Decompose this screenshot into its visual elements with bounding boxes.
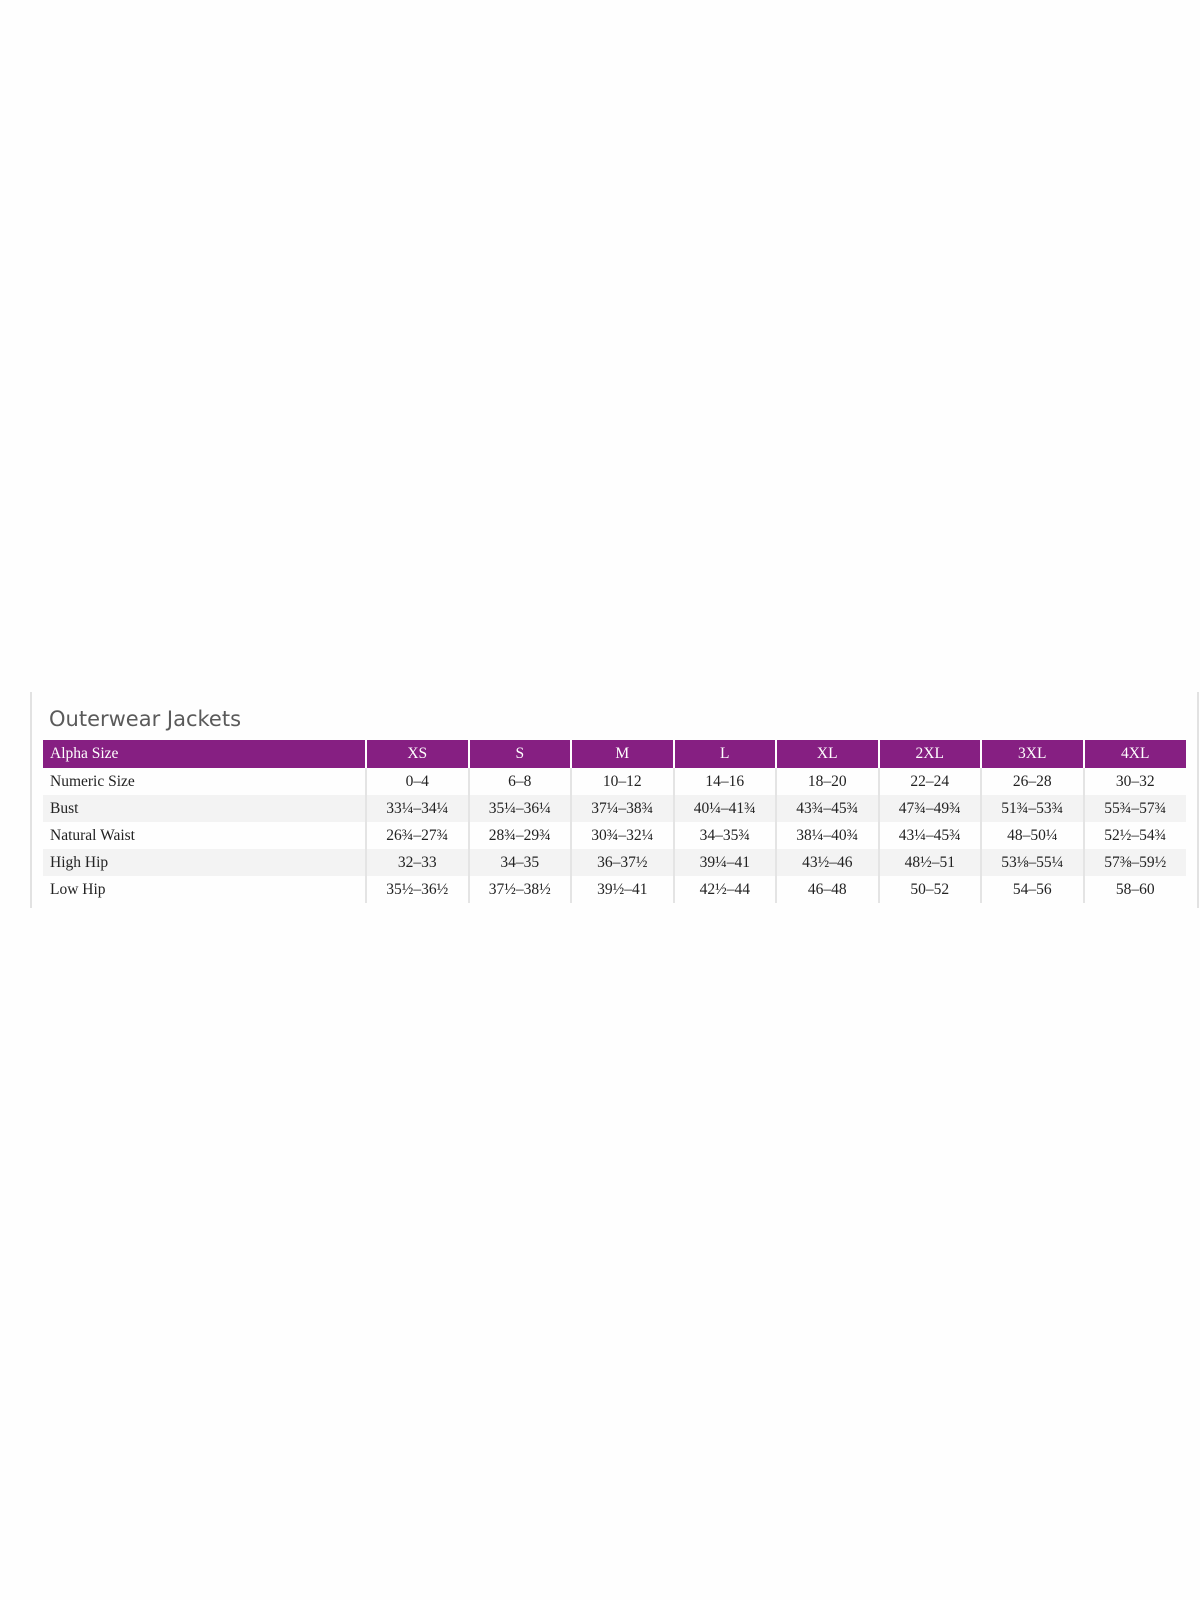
row-label: Natural Waist	[43, 822, 367, 849]
table-row: Numeric Size 0–4 6–8 10–12 14–16 18–20 22–24 26…	[43, 768, 1186, 795]
table-cell: 30¾–32¼	[571, 822, 675, 849]
table-cell: 47¾–49¾	[878, 795, 982, 822]
table-cell: 26–28	[981, 768, 1085, 795]
table-cell: 30–32	[1115, 772, 1155, 790]
table-cell: 55¾–57¾	[1083, 795, 1186, 822]
table-cell: 37¼–38¾	[571, 795, 675, 822]
header-row: Alpha Size XS S M L XL 2XL 3XL 4XL	[43, 740, 1186, 768]
header-size: 3XL	[981, 740, 1085, 768]
header-size: XL	[776, 740, 880, 768]
size-chart-table: Alpha Size XS S M L XL 2XL 3XL 4XL Numeric Size 0…	[43, 740, 1186, 903]
table-cell: 34–35	[468, 849, 572, 876]
table-cell: 43½–46	[776, 849, 880, 876]
table-cell: 43¼–45¾	[878, 822, 982, 849]
header-size: L	[673, 740, 777, 768]
table-cell: 54–56	[981, 876, 1085, 903]
table-cell: 39¼–41	[673, 849, 777, 876]
table-cell: 18–20	[776, 768, 880, 795]
table-cell: 43¾–45¾	[776, 795, 880, 822]
chart-title: Outerwear Jackets	[49, 707, 242, 731]
table-cell: 35¼–36¼	[468, 795, 572, 822]
table-cell: 0–4	[366, 768, 470, 795]
table-row: Low Hip 35½–36½ 37½–38½ 39½–41 42½–44 46–48 50…	[43, 876, 1186, 903]
table-cell: 10–12	[571, 768, 675, 795]
table-cell: 48–50¼	[981, 822, 1085, 849]
header-size: 4XL	[1083, 740, 1186, 768]
header-size: 2XL	[878, 740, 982, 768]
right-border	[1197, 692, 1199, 908]
header-size: XS	[366, 740, 470, 768]
table-cell: 33¼–34¼	[366, 795, 470, 822]
table-cell: 48½–51	[878, 849, 982, 876]
header-size: M	[571, 740, 675, 768]
table-cell: 26¾–27¾	[366, 822, 470, 849]
table-cell: 50–52	[878, 876, 982, 903]
table-cell: 35½–36½	[366, 876, 470, 903]
table-cell: 40¼–41¾	[673, 795, 777, 822]
header-label: Alpha Size	[43, 740, 367, 768]
table-cell: 53⅛–55¼	[981, 849, 1085, 876]
table-cell: 46–48	[776, 876, 880, 903]
table-cell: 22–24	[878, 768, 982, 795]
table-row: Bust 33¼–34¼ 35¼–36¼ 37¼–38¾ 40¼–41¾ 43¾–45¾ 4…	[43, 795, 1186, 822]
table-cell: 52½–54¾	[1104, 826, 1167, 844]
row-label: Bust	[43, 795, 367, 822]
table-cell: 39½–41	[571, 876, 675, 903]
table-cell: 38¼–40¾	[776, 822, 880, 849]
row-label: High Hip	[43, 849, 367, 876]
header-size: S	[468, 740, 572, 768]
table-cell: 28¾–29¾	[468, 822, 572, 849]
row-label: Low Hip	[43, 876, 367, 903]
table-cell: 51¾–53¾	[981, 795, 1085, 822]
table-row: Natural Waist 26¾–27¾ 28¾–29¾ 30¾–32¼ 34–35¾…	[43, 822, 1186, 849]
table-cell: 32–33	[366, 849, 470, 876]
table-cell: 37½–38½	[468, 876, 572, 903]
table-cell: 58–60	[1115, 880, 1155, 898]
table-cell: 6–8	[468, 768, 572, 795]
row-label: Numeric Size	[43, 768, 367, 795]
table-cell: 57⅜–59½	[1083, 849, 1186, 876]
left-border	[30, 692, 32, 908]
table-cell: 14–16	[673, 768, 777, 795]
table-cell: 42½–44	[673, 876, 777, 903]
table-cell: 34–35¾	[673, 822, 777, 849]
table-cell: 36–37½	[571, 849, 675, 876]
table-row: High Hip 32–33 34–35 36–37½ 39¼–41 43½–46 48½–…	[43, 849, 1186, 876]
